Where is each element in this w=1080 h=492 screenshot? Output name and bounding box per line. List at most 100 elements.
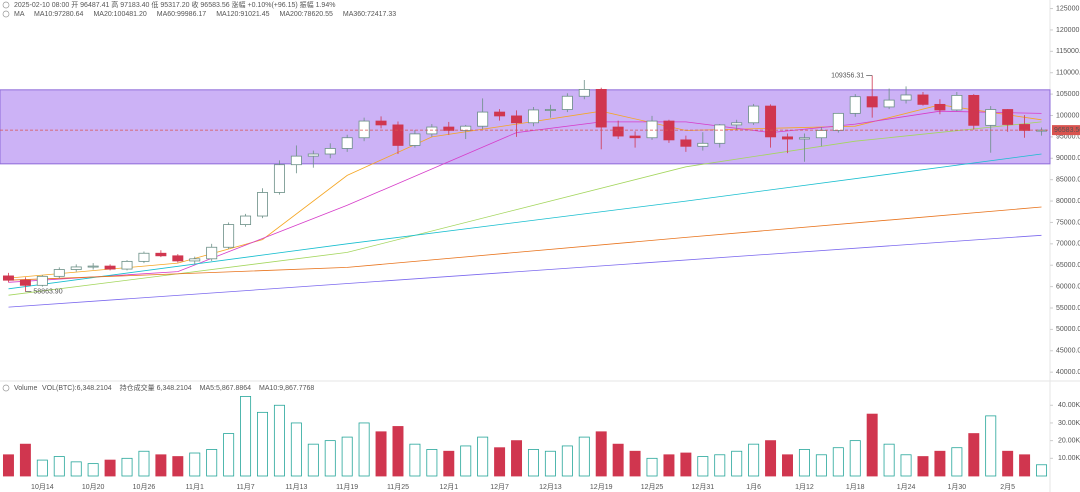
ohlc-header: 2025-02-10 08:00 开 96487.41 高 97183.40 低… [14,0,335,9]
last-price-tag [1052,125,1080,136]
y-tick-label: 90000.00 [1056,155,1080,162]
y-tick-label: 45000.00 [1056,348,1080,355]
candle-body [511,115,523,124]
y-tick-label: 40000.00 [1056,369,1080,376]
volume-bar [511,440,523,477]
y-tick-label: 95000.00 [1056,134,1080,141]
volume-bar [341,436,353,477]
candle-body [866,96,878,108]
volume-bar [544,450,556,477]
volume-bar [409,443,421,477]
candle-body [561,95,573,110]
candle-body [917,94,929,105]
candle-body [527,109,539,124]
volume-bar [2,454,14,477]
candle-body [53,269,65,277]
x-tick-label: 12月13 [539,483,562,491]
x-tick-label: 1月30 [948,483,967,491]
candle-body [324,148,336,155]
x-tick-label: 11月25 [387,483,409,491]
volume-bar [765,440,777,477]
legend-entry: MA20:100481.20 [93,11,146,18]
volume-bar [1019,454,1031,477]
indicator-name: MA [14,11,25,18]
x-tick-label: 1月6 [746,483,761,491]
candle-body [951,94,963,111]
volume-legend: MA5:5,867.8864 [200,385,251,392]
volume-legend: MA10:9,867.7768 [259,385,314,392]
x-tick-label: 11月7 [236,483,254,491]
volume-bar [578,436,590,477]
volume-bar [87,463,99,477]
volume-bar [883,443,895,477]
volume-bar [155,454,167,477]
candle-body [714,124,726,144]
candle-body [815,130,827,139]
x-tick-label: 12月25 [641,483,664,491]
volume-bar [1036,464,1048,477]
candle-body [934,103,946,111]
min-label: 58863.90 [33,288,62,295]
x-tick-label: 1月24 [897,483,916,491]
volume-bar [714,454,726,477]
volume-bar [443,450,455,477]
volume-bar [697,456,709,477]
candle-body [968,94,980,126]
candle-body [2,275,14,281]
candle-body [223,224,235,248]
y-tick-label: 80000.00 [1056,198,1080,205]
ma-line [8,206,1042,281]
y-tick-label: 70000.00 [1056,241,1080,248]
volume-bar [663,454,675,477]
x-tick-label: 12月31 [692,483,715,491]
volume-bar [121,457,133,477]
ma-line [8,110,1042,283]
candle-body [477,111,489,127]
x-tick-label: 11月19 [336,483,358,491]
volume-bar [290,422,302,477]
candle-body [443,126,455,131]
x-tick-label: 2月5 [1000,483,1015,491]
volume-bar [426,449,438,477]
volume-bar [849,440,861,477]
legend-entry: MA360:72417.33 [343,11,396,18]
y-tick-label: 110000.00 [1056,70,1080,77]
volume-bar [189,452,201,477]
y-tick-label: 55000.00 [1056,305,1080,312]
x-tick-label: 10月20 [82,483,105,491]
ma-line [8,104,1042,279]
candle-body [612,126,624,137]
toggle-icon[interactable] [2,10,10,18]
toggle-icon[interactable] [2,384,10,392]
y-tick-label: 105000.00 [1056,91,1080,98]
candle-body [189,258,201,262]
volume-legend: 持仓成交量 6,348.2104 [120,383,192,392]
candle-body [680,139,692,147]
x-tick-label: 11月13 [285,483,307,491]
volume-bar [985,415,997,477]
y-tick-label: 60000.00 [1056,283,1080,290]
volume-bar [206,449,218,477]
x-tick-label: 12月1 [439,483,458,491]
candle-body [595,89,607,128]
legend-entry: MA200:78620.55 [280,11,333,18]
candle-body [273,164,285,193]
volume-bar [968,433,980,477]
y-tick-label: 100000.00 [1056,112,1080,119]
volume-bar [680,452,692,477]
y-tick-label: 10.00K [1058,455,1080,462]
y-tick-label: 120000.00 [1056,27,1080,34]
y-tick-label: 85000.00 [1056,177,1080,184]
legend-entry: MA120:91021.45 [216,11,269,18]
candle-body [409,133,421,146]
y-tick-label: 40.00K [1058,402,1080,409]
toggle-icon[interactable] [2,1,10,9]
candle-body [121,260,133,270]
volume-bar [375,431,387,477]
candle-body [697,142,709,147]
candle-body [70,266,82,270]
volume-bar [832,447,844,477]
volume-bar [358,422,370,477]
x-tick-label: 1月18 [846,483,865,491]
